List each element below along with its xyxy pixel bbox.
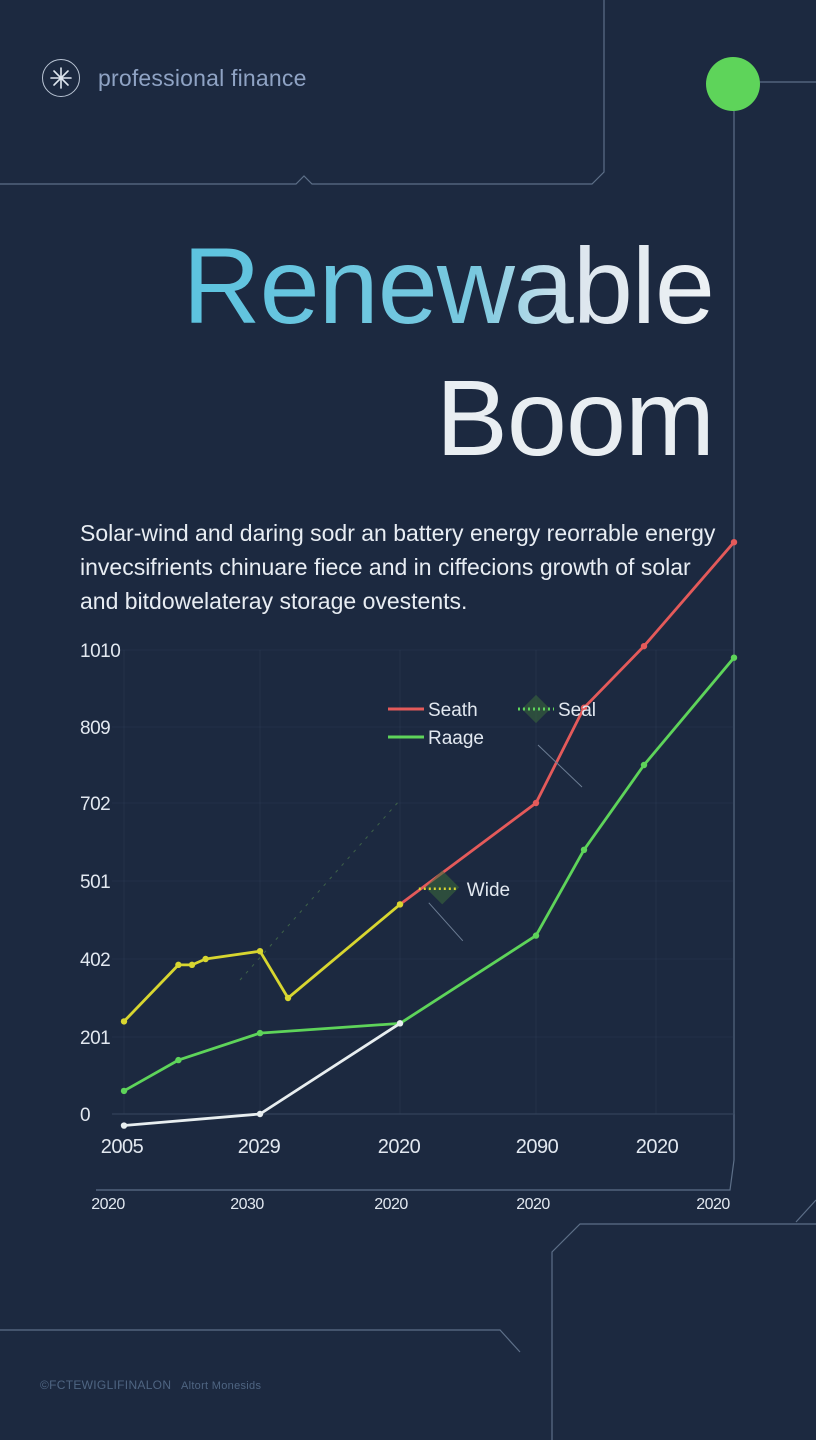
series-point-1 — [532, 932, 540, 939]
accent-dot — [706, 57, 760, 111]
series-line-3 — [122, 903, 402, 1023]
series-line-1 — [122, 656, 736, 1093]
series-point-3 — [202, 955, 209, 963]
x-tick-label-secondary: 2020 — [516, 1196, 550, 1213]
legend-marker — [521, 694, 551, 724]
series-point-1 — [175, 1056, 182, 1064]
annotation-marker — [425, 870, 460, 905]
series-point-3 — [396, 901, 404, 908]
x-tick-label: 2005 — [101, 1136, 144, 1158]
x-tick-label-secondary: 2020 — [91, 1196, 125, 1213]
y-tick-label: 702 — [80, 794, 110, 815]
y-tick-label: 402 — [80, 950, 110, 971]
series-point-3 — [120, 1018, 128, 1025]
annotation-label: Wide — [467, 880, 510, 901]
brand: professional finance — [42, 58, 307, 98]
footer: ©FCTEWIGLIFINALON Altort Monesids — [40, 1378, 261, 1392]
series-point-2 — [396, 1020, 404, 1027]
series-point-2 — [120, 1122, 128, 1129]
series-point-0 — [640, 642, 648, 650]
series-point-2 — [256, 1110, 264, 1118]
legend-label: Seath — [428, 700, 478, 721]
footer-left: ©FCTEWIGLIFINALON — [40, 1378, 172, 1392]
footer-right: Altort Monesids — [180, 1380, 262, 1392]
legend-leader — [537, 744, 583, 788]
y-tick-label: 809 — [80, 718, 110, 739]
series-point-3 — [284, 994, 292, 1002]
title-line-2: Boom — [435, 357, 715, 478]
series-point-1 — [120, 1087, 128, 1095]
x-tick-label-secondary: 2030 — [230, 1196, 264, 1213]
y-tick-label: 501 — [80, 872, 110, 893]
y-tick-label: 201 — [80, 1028, 110, 1049]
series-line-0 — [398, 540, 736, 906]
compass-star-icon — [42, 59, 80, 97]
series-point-1 — [640, 761, 648, 769]
x-tick-label: 2090 — [516, 1136, 559, 1158]
annotation-leader — [428, 902, 464, 942]
x-tick-label-secondary: 2020 — [374, 1196, 408, 1213]
series-point-0 — [532, 799, 540, 807]
guide-line — [239, 799, 401, 981]
series-point-1 — [580, 846, 588, 853]
series-point-1 — [730, 654, 738, 661]
series-point-3 — [188, 961, 196, 969]
x-tick-label-secondary: 2020 — [696, 1196, 730, 1213]
series-point-1 — [256, 1029, 264, 1037]
x-tick-label: 2020 — [636, 1136, 679, 1158]
title-line-1: Renewable — [182, 225, 715, 346]
series-point-3 — [175, 961, 182, 969]
x-tick-label: 2029 — [238, 1136, 281, 1158]
legend-label: Seal — [558, 700, 596, 721]
x-tick-label: 2020 — [378, 1136, 421, 1158]
legend-label: Raage — [428, 728, 484, 749]
brand-name: professional finance — [98, 64, 307, 91]
series-point-3 — [256, 948, 264, 955]
description: Solar-wind and daring sodr an battery en… — [80, 520, 716, 614]
y-tick-label: 0 — [80, 1105, 90, 1126]
series-line-2 — [122, 1022, 402, 1127]
series-point-0 — [730, 539, 738, 546]
y-tick-label: 1010 — [80, 641, 120, 662]
series-point-0 — [580, 704, 588, 711]
